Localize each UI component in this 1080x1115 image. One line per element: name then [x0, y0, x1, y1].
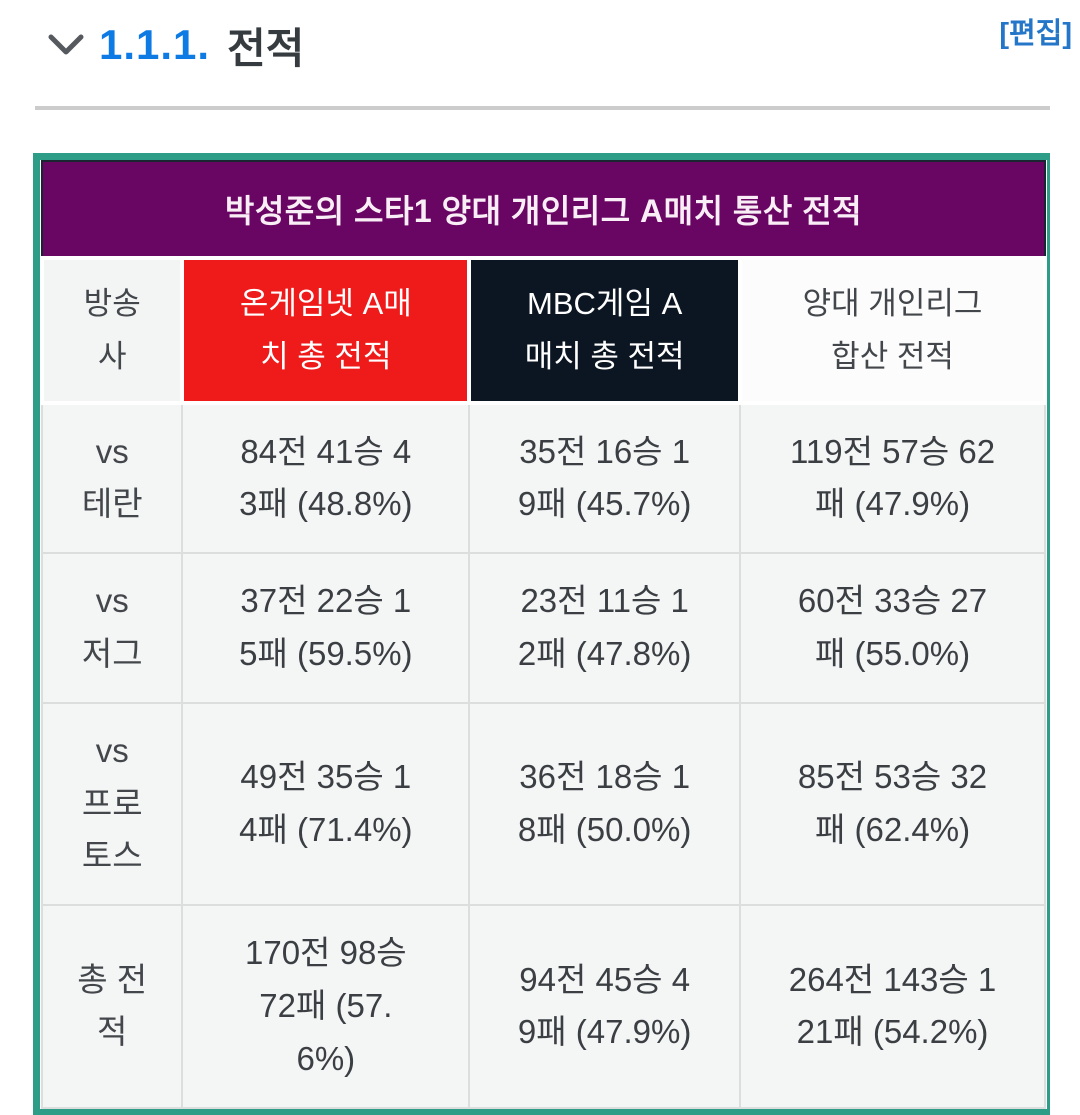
record-cell: 85전 53승 32 패 (62.4%) [739, 701, 1046, 907]
row-label: vs 저그 [40, 552, 184, 704]
record-table-wrapper: 박성준의 스타1 양대 개인리그 A매치 통산 전적 방송 사 온게임넷 A매 … [33, 153, 1050, 1115]
record-cell: 49전 35승 1 4패 (71.4%) [181, 701, 471, 907]
row-label: vs 프로 토스 [40, 701, 184, 907]
column-header-combined: 양대 개인리그 합산 전적 [738, 256, 1047, 405]
table-row-vs-zerg: vs 저그 37전 22승 1 5패 (59.5%) 23전 11승 1 2패 … [40, 552, 1046, 704]
record-table: 박성준의 스타1 양대 개인리그 A매치 통산 전적 방송 사 온게임넷 A매 … [39, 160, 1047, 1109]
column-header-mbcgame: MBC게임 A 매치 총 전적 [467, 256, 743, 405]
record-cell: 23전 11승 1 2패 (47.8%) [468, 552, 742, 704]
collapse-chevron-icon[interactable] [48, 34, 84, 56]
record-cell: 35전 16승 1 9패 (45.7%) [468, 401, 742, 555]
record-cell: 170전 98승 72패 (57. 6%) [181, 904, 471, 1109]
column-header-ongamenet: 온게임넷 A매 치 총 전적 [180, 256, 472, 405]
table-row-vs-protoss: vs 프로 토스 49전 35승 1 4패 (71.4%) 36전 18승 1 … [40, 701, 1046, 907]
record-cell: 84전 41승 4 3패 (48.8%) [181, 401, 471, 555]
section-divider [35, 106, 1050, 110]
row-label: vs 테란 [40, 401, 184, 555]
section-heading: 1.1.1. 전적 [편집] [48, 14, 1072, 76]
section-number-link[interactable]: 1.1.1. [99, 21, 211, 68]
record-cell: 119전 57승 62 패 (47.9%) [739, 401, 1046, 555]
record-cell: 37전 22승 1 5패 (59.5%) [181, 552, 471, 704]
record-cell: 264전 143승 1 21패 (54.2%) [739, 904, 1046, 1109]
section-title: 전적 [227, 24, 305, 72]
record-cell: 36전 18승 1 8패 (50.0%) [468, 701, 742, 907]
record-cell: 94전 45승 4 9패 (47.9%) [468, 904, 742, 1109]
row-label: 총 전 적 [40, 904, 184, 1109]
table-title-row: 박성준의 스타1 양대 개인리그 A매치 통산 전적 [41, 160, 1046, 259]
column-header-row: 방송 사 온게임넷 A매 치 총 전적 MBC게임 A 매치 총 전적 양대 개… [39, 256, 1047, 405]
table-row-total: 총 전 적 170전 98승 72패 (57. 6%) 94전 45승 4 9패… [40, 904, 1046, 1109]
table-row-vs-terran: vs 테란 84전 41승 4 3패 (48.8%) 35전 16승 1 9패 … [40, 401, 1046, 555]
column-header-broadcaster: 방송 사 [39, 256, 185, 405]
edit-link[interactable]: [편집] [999, 18, 1072, 50]
table-title: 박성준의 스타1 양대 개인리그 A매치 통산 전적 [41, 160, 1046, 259]
record-cell: 60전 33승 27 패 (55.0%) [739, 552, 1046, 704]
